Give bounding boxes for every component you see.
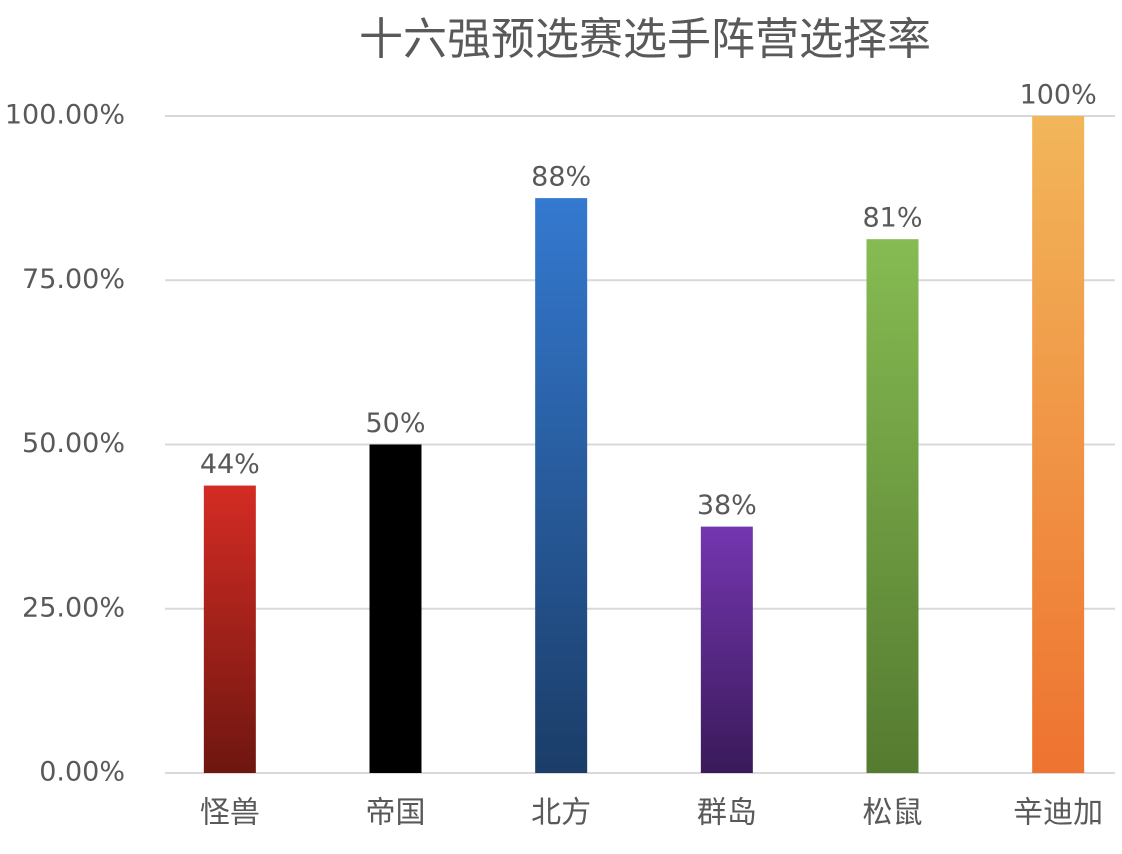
y-tick-label: 25.00% <box>22 592 125 623</box>
value-label: 50% <box>365 408 425 439</box>
value-label: 44% <box>200 449 260 480</box>
bar <box>866 239 919 773</box>
value-label: 38% <box>697 490 757 521</box>
x-tick-label: 北方 <box>531 796 591 831</box>
bar <box>535 198 588 773</box>
x-tick-label: 怪兽 <box>200 796 260 831</box>
value-label: 81% <box>862 203 922 234</box>
x-tick-label: 群岛 <box>697 796 757 831</box>
bar <box>1032 116 1085 773</box>
y-tick-label: 0.00% <box>39 757 125 788</box>
x-tick-label: 松鼠 <box>863 796 923 831</box>
y-tick-label: 100.00% <box>5 100 125 131</box>
bar <box>700 526 753 773</box>
y-tick-label: 50.00% <box>22 428 125 459</box>
y-tick-label: 75.00% <box>22 264 125 295</box>
value-label: 88% <box>531 162 591 193</box>
bar <box>369 444 422 773</box>
bar <box>203 485 256 773</box>
x-tick-label: 帝国 <box>366 796 426 831</box>
chart-title: 十六强预选赛选手阵营选择率 <box>359 14 931 65</box>
value-label: 100% <box>1020 80 1097 111</box>
x-tick-label: 辛迪加 <box>1013 796 1103 831</box>
